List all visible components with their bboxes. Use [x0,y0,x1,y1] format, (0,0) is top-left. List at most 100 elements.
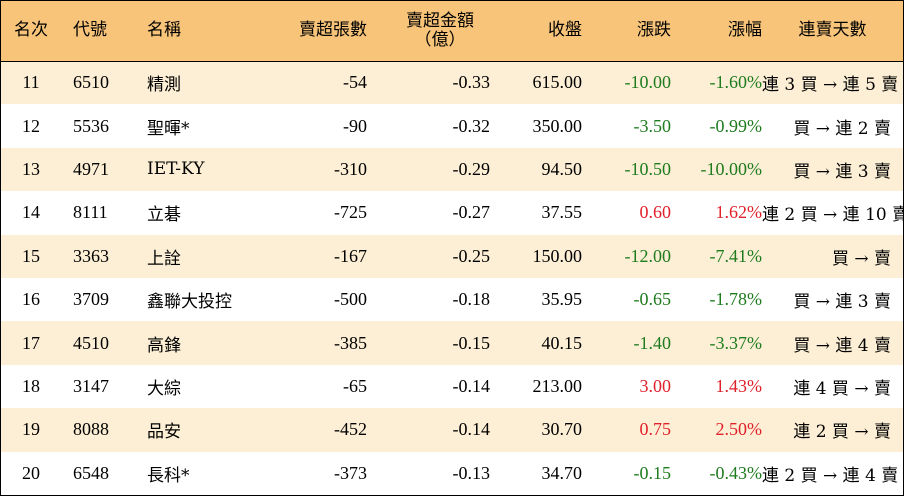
cell-net-sell-volume: -500 [334,289,367,310]
cell-net-sell-amount: -0.14 [452,419,491,440]
cell-change: -10.50 [624,158,672,179]
cell-code: 3363 [73,245,109,266]
header-net-sell-amount: 賣超金額 （億） [370,1,490,62]
cell-change: -10.00 [624,72,672,93]
cell-code: 5536 [73,115,109,136]
header-net-sell-amount-line1: 賣超金額 [406,10,474,31]
cell-close: 615.00 [532,72,583,93]
cell-close: 34.70 [541,462,583,483]
cell-net-sell-amount: -0.15 [452,332,491,353]
cell-code: 6548 [73,462,109,483]
cell-net-sell-amount: -0.29 [452,158,491,179]
cell-rank: 20 [22,462,40,483]
cell-rank: 14 [22,202,40,223]
cell-change-pct: 2.50% [715,419,763,440]
cell-net-sell-amount: -0.13 [452,462,491,483]
cell-close: 30.70 [541,419,583,440]
cell-change-pct: -7.41% [709,245,763,266]
cell-code: 4510 [73,332,109,353]
table-header-row: 名次 代號 名稱 賣超張數 賣超金額 （億） 收盤 漲跌 漲幅 連賣天數 [1,1,903,62]
cell-change: -12.00 [624,245,672,266]
cell-close: 35.95 [541,289,583,310]
cell-rank: 16 [22,289,40,310]
header-net-sell-amount-line2: （億） [414,29,466,50]
cell-change-pct: -10.00% [700,158,763,179]
cell-rank: 13 [22,158,40,179]
cell-name: 大綜 [147,378,181,399]
cell-streak: 連 4 買 → 賣 [793,378,891,399]
table-row: 11 6510 精測 -54 -0.33 615.00 -10.00 -1.60… [1,61,903,105]
cell-net-sell-volume: -54 [343,72,367,93]
cell-change: -1.40 [633,332,672,353]
cell-change-pct: -3.37% [709,332,763,353]
cell-name: 立碁 [147,205,181,226]
cell-code: 3147 [73,375,109,396]
cell-change-pct: -1.60% [709,72,763,93]
cell-net-sell-volume: -167 [334,245,367,266]
header-code: 代號 [61,1,141,62]
cell-change: -0.65 [633,289,672,310]
cell-change-pct: -0.99% [709,115,763,136]
table-row: 19 8088 品安 -452 -0.14 30.70 0.75 2.50% 連… [1,408,903,452]
cell-close: 150.00 [532,245,583,266]
cell-code: 8088 [73,419,109,440]
cell-name: 精測 [147,75,181,96]
table-row: 15 3363 上詮 -167 -0.25 150.00 -12.00 -7.4… [1,234,903,278]
cell-net-sell-volume: -90 [343,115,367,136]
header-net-sell-volume: 賣超張數 [257,1,370,62]
cell-net-sell-volume: -385 [334,332,367,353]
cell-change: 3.00 [639,375,672,396]
cell-net-sell-volume: -373 [334,462,367,483]
cell-close: 213.00 [532,375,583,396]
cell-net-sell-amount: -0.27 [452,202,491,223]
cell-code: 8111 [73,202,108,223]
cell-change: -3.50 [633,115,672,136]
cell-net-sell-amount: -0.18 [452,289,491,310]
cell-net-sell-amount: -0.14 [452,375,491,396]
table-row: 14 8111 立碁 -725 -0.27 37.55 0.60 1.62% 連… [1,191,903,235]
cell-name: 品安 [147,422,181,443]
cell-rank: 19 [22,419,40,440]
header-name: 名稱 [141,1,257,62]
cell-streak: 買 → 賣 [831,248,891,269]
cell-change-pct: 1.43% [715,375,763,396]
table-body: 11 6510 精測 -54 -0.33 615.00 -10.00 -1.60… [1,61,903,495]
cell-change-pct: -0.43% [709,462,763,483]
cell-code: 3709 [73,289,109,310]
header-rank: 名次 [1,1,61,62]
cell-streak: 買 → 連 3 賣 [793,161,891,182]
cell-net-sell-amount: -0.25 [452,245,491,266]
cell-streak: 連 3 買 → 連 5 賣 [762,75,899,96]
cell-net-sell-amount: -0.32 [452,115,491,136]
table-row: 16 3709 鑫聯大投控 -500 -0.18 35.95 -0.65 -1.… [1,277,903,322]
cell-change: 0.60 [639,202,672,223]
table-row: 20 6548 長科* -373 -0.13 34.70 -0.15 -0.43… [1,451,903,495]
cell-name: 上詮 [147,248,181,269]
cell-net-sell-volume: -452 [334,419,367,440]
header-change-pct: 漲幅 [671,1,762,62]
cell-name: 鑫聯大投控 [147,292,232,313]
cell-streak: 買 → 連 3 賣 [793,292,891,313]
cell-rank: 15 [22,245,40,266]
cell-streak: 連 2 買 → 賣 [793,422,891,443]
cell-rank: 12 [22,115,40,136]
cell-code: 6510 [73,72,109,93]
cell-net-sell-amount: -0.33 [452,72,491,93]
cell-name: 聖暉* [147,118,190,139]
cell-name: IET-KY [147,159,205,180]
cell-streak: 買 → 連 4 賣 [793,335,891,356]
cell-close: 94.50 [541,158,583,179]
cell-change-pct: -1.78% [709,289,763,310]
cell-net-sell-volume: -65 [343,375,367,396]
cell-streak: 買 → 連 2 賣 [793,118,891,139]
cell-code: 4971 [73,158,109,179]
header-close: 收盤 [490,1,582,62]
table-row: 13 4971 IET-KY -310 -0.29 94.50 -10.50 -… [1,147,903,192]
cell-name: 高鋒 [147,335,181,356]
cell-change-pct: 1.62% [715,202,763,223]
cell-streak: 連 2 買 → 連 4 賣 [762,465,899,486]
cell-net-sell-volume: -725 [334,202,367,223]
cell-close: 40.15 [541,332,583,353]
